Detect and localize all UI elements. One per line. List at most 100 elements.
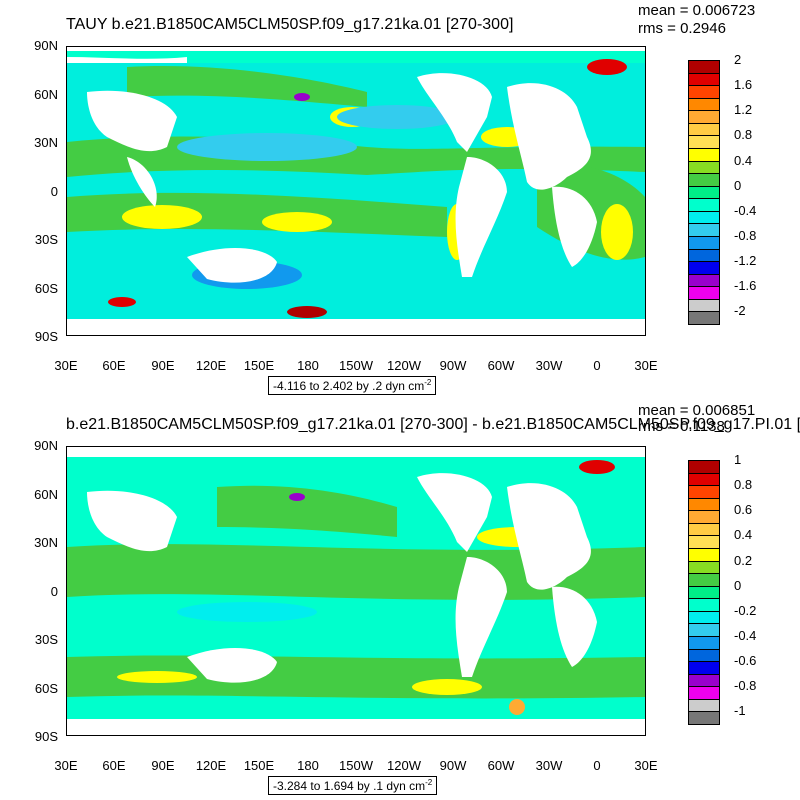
contour-range-label: -4.116 to 2.402 by .2 dyn cm-2: [268, 376, 437, 395]
lon-label: 0: [593, 758, 601, 773]
colorbar-swatch: [688, 160, 720, 175]
lat-label: 90S: [34, 729, 58, 744]
lat-label: 60S: [34, 281, 58, 296]
colorbar-tick-label: 1: [734, 452, 742, 467]
top-panel: TAUY b.e21.B1850CAM5CLM50SP.f09_g17.21ka…: [34, 2, 757, 395]
colorbar-swatch: [688, 673, 720, 688]
lon-label: 60W: [487, 358, 515, 373]
lon-label: 180: [297, 358, 319, 373]
lon-label: 150E: [243, 358, 275, 373]
colorbar-swatch: [688, 585, 720, 600]
lon-label: 30W: [535, 758, 563, 773]
lat-label: 90N: [34, 438, 58, 453]
colorbar-swatch: [688, 236, 720, 250]
lon-label: 90E: [151, 758, 175, 773]
lon-label: 0: [593, 358, 601, 373]
colorbar-swatch: [688, 661, 720, 675]
lon-label: 90W: [439, 358, 467, 373]
plot-title: TAUY b.e21.B1850CAM5CLM50SP.f09_g17.21ka…: [66, 16, 514, 33]
colorbar-tick-label: 0.6: [734, 502, 753, 518]
range-text: -3.284 to 1.694 by .1 dyn cm: [273, 779, 426, 793]
colorbar-swatch: [688, 535, 720, 549]
colorbar-swatch: [688, 273, 720, 288]
colorbar-swatch: [688, 472, 720, 487]
colorbar-swatch: [688, 623, 720, 637]
colorbar-swatch: [688, 460, 720, 474]
colorbar-swatch: [688, 711, 720, 725]
colorbar-swatch: [688, 522, 720, 537]
contour-range-label: -3.284 to 1.694 by .1 dyn cm-2: [268, 776, 438, 795]
colorbar-swatch: [688, 548, 720, 562]
lon-label: 90E: [151, 358, 175, 373]
tauy-map-svg: [67, 47, 645, 335]
colorbar-tick-label: 0.4: [734, 152, 753, 168]
colorbar-swatch: [688, 598, 720, 612]
lat-label: 30S: [34, 632, 58, 647]
colorbar-swatch: [688, 573, 720, 587]
colorbar-swatch: [688, 198, 720, 212]
colorbar-tick-label: -1.6: [734, 278, 757, 294]
lon-label: 30E: [634, 758, 658, 773]
lon-label: 120W: [387, 758, 421, 773]
colorbar-swatch: [688, 311, 720, 325]
lat-label: 90N: [34, 38, 58, 53]
colorbar-swatch: [688, 261, 720, 275]
lat-label: 60N: [34, 487, 58, 502]
colorbar-swatch: [688, 97, 720, 112]
lon-label: 150E: [243, 758, 275, 773]
colorbar-swatch: [688, 173, 720, 187]
colorbar-swatch: [688, 110, 720, 124]
lat-label: 30N: [34, 535, 58, 550]
colorbar-swatch: [688, 485, 720, 499]
lon-label: 30E: [54, 358, 78, 373]
colorbar-tick-label: 0.8: [734, 127, 753, 143]
lon-label: 60E: [102, 358, 126, 373]
colorbar-tick-label: -0.4: [734, 628, 757, 643]
range-exponent: -2: [425, 778, 433, 787]
lat-label: 30N: [34, 135, 58, 150]
colorbar-swatch: [688, 223, 720, 237]
colorbar-swatch: [688, 85, 720, 99]
range-text: -4.116 to 2.402 by .2 dyn cm: [273, 379, 425, 393]
colorbar-swatch: [688, 148, 720, 162]
colorbar-tick-label: -0.2: [734, 602, 757, 618]
colorbar-tick-label: 0.2: [734, 552, 753, 568]
colorbar-tick-label: 0.4: [734, 527, 753, 543]
anomaly-map: [66, 446, 646, 736]
colorbar-swatch: [688, 686, 720, 700]
lon-label: 60E: [102, 758, 126, 773]
colorbar-tick-label: 1.6: [734, 77, 753, 93]
colorbar-tick-label: -2: [734, 303, 746, 319]
colorbar-tick-label: -1.2: [734, 253, 757, 269]
lon-label: 150W: [339, 758, 373, 773]
lat-label: 60S: [34, 681, 58, 696]
lon-label: 90W: [439, 758, 467, 773]
colorbar-tick-label: 1.2: [734, 102, 753, 118]
colorbar-tick-label: 0: [734, 577, 742, 593]
colorbar-swatch: [688, 636, 720, 650]
lon-label: 60W: [487, 758, 515, 773]
rms-stat: rms = 0.2946: [638, 20, 726, 37]
plot-title: b.e21.B1850CAM5CLM50SP.f09_g17.21ka.01 […: [66, 416, 800, 433]
lon-label: 120W: [387, 358, 421, 373]
lon-label: 150W: [339, 358, 373, 373]
colorbar-tick-label: 0: [734, 177, 742, 193]
bottom-panel: b.e21.B1850CAM5CLM50SP.f09_g17.21ka.01 […: [0, 400, 800, 800]
colorbar-swatch: [688, 560, 720, 575]
colorbar-tick-label: 0.8: [734, 477, 753, 493]
colorbar-swatch: [688, 648, 720, 663]
colorbar-tick-label: -0.4: [734, 202, 757, 218]
lon-label: 30E: [634, 358, 658, 373]
colorbar-tick-label: -0.8: [734, 678, 757, 694]
anomaly-map-svg: [67, 447, 645, 735]
lon-label: 120E: [195, 758, 227, 773]
colorbar-tick-label: -0.6: [734, 653, 757, 669]
lon-label: 180: [297, 758, 319, 773]
colorbar: [688, 460, 720, 725]
colorbar-swatch: [688, 698, 720, 713]
lat-label: 90S: [34, 329, 58, 344]
colorbar-swatch: [688, 497, 720, 512]
colorbar-swatch: [688, 135, 720, 149]
colorbar-tick-label: -1: [734, 703, 746, 719]
mean-stat: mean = 0.006851: [638, 402, 756, 419]
